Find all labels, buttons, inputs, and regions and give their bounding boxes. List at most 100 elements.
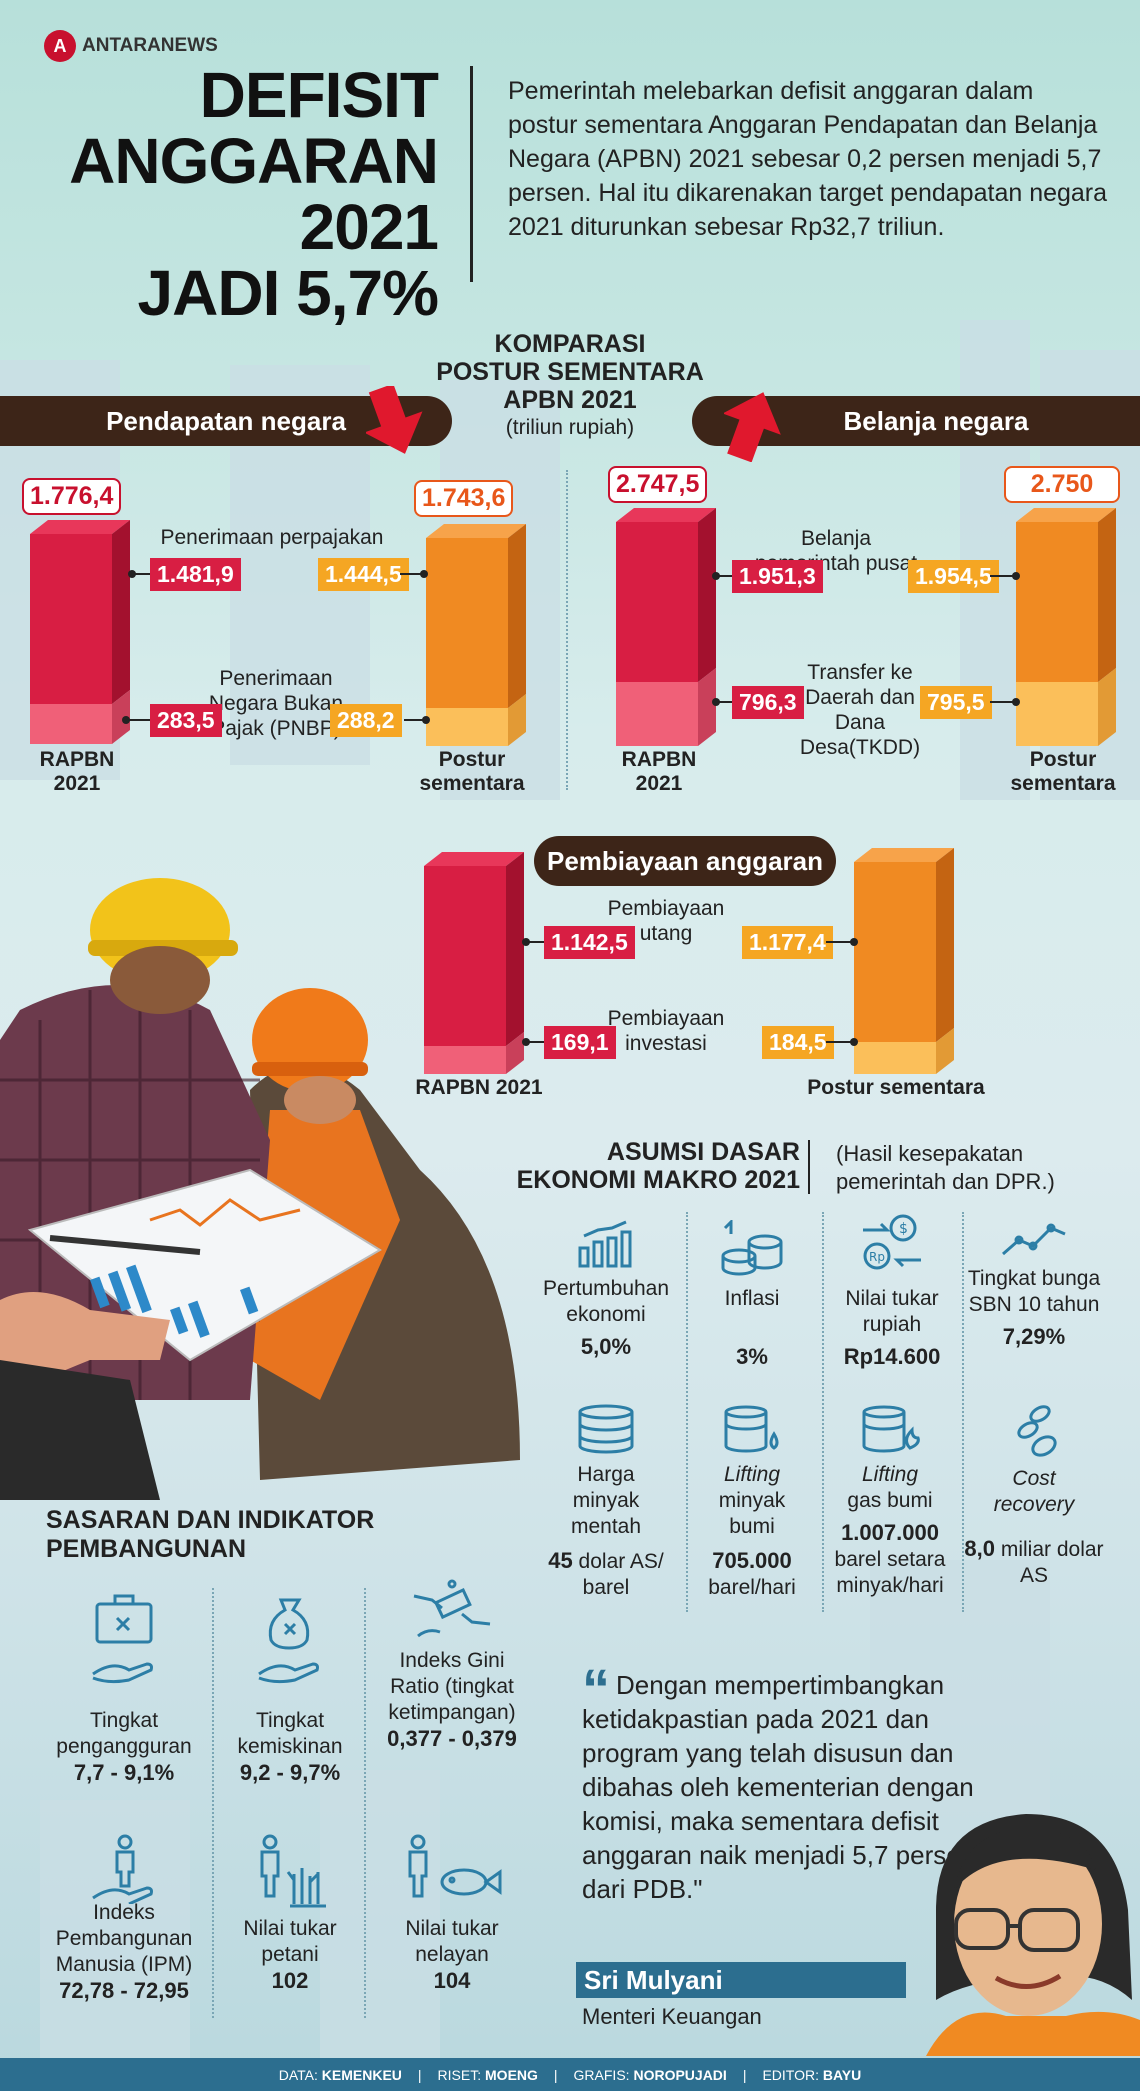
sasaran-item-value: 104 (433, 1968, 471, 1993)
hands-money-icon (413, 1579, 491, 1638)
footer-grafis-value: NOROPUJADI (633, 2066, 727, 2083)
tkdd-label: Transfer ke Daerah dan Dana Desa(TKDD) (799, 661, 921, 759)
connector-dot (850, 938, 858, 946)
connector-dot (122, 716, 130, 724)
macro-item-value: 8,0 (964, 1536, 996, 1561)
footer-editor: EDITOR: BAYU (762, 2067, 861, 2083)
section-divider (566, 470, 568, 790)
comparison-title-line-1: KOMPARASI (494, 330, 646, 358)
coin-stack-icon (1017, 1405, 1057, 1457)
sasaran-item-gini: Indeks Gini Ratio (tingkat ketimpangan) … (372, 1578, 532, 1753)
skyline-building (40, 1800, 190, 2060)
comparison-title-line-2: POSTUR SEMENTARA (436, 358, 704, 386)
macro-item-pertumbuhan: Pertumbuhan ekonomi 5,0% (536, 1220, 676, 1361)
pendapatan-rapbn-total: 1.776,4 (22, 478, 122, 515)
macro-title-line-2: EKONOMI MAKRO 2021 (516, 1166, 800, 1194)
macro-item-label: minyak bumi (718, 1489, 786, 1538)
connector-dot (712, 698, 720, 706)
title-line-1: DEFISIT (199, 59, 439, 131)
speaker-role: Menteri Keuangan (582, 2004, 762, 2029)
sasaran-title: SASARAN DAN INDIKATOR PEMBANGUNAN (46, 1506, 374, 1564)
footer-separator: | (553, 2066, 558, 2083)
sasaran-item-label: Indeks Gini Ratio (tingkat ketimpangan) (388, 1649, 516, 1724)
sasaran-item-petani: Nilai tukar petani 102 (210, 1834, 370, 1995)
macro-item-label: Tingkat bunga SBN 10 tahun (967, 1267, 1101, 1316)
belanja-header-label: Belanja negara (843, 405, 1029, 436)
sasaran-item-ipm: Indeks Pembangunan Manusia (IPM) 72,78 -… (44, 1834, 204, 2005)
belanja-rapbn-bar (616, 508, 716, 746)
sasaran-item-kemiskinan: Tingkat kemiskinan 9,2 - 9,7% (210, 1594, 370, 1787)
connector-dot (712, 572, 720, 580)
comparison-unit: (triliun rupiah) (505, 416, 635, 439)
belanja-pusat-postur-value: 1.954,5 (908, 560, 999, 593)
pnbp-postur-value: 288,2 (330, 704, 402, 737)
macro-item-label-italic: Cost recovery (993, 1467, 1075, 1516)
currency-exchange-icon: $ Rp (863, 1214, 921, 1270)
page-title: DEFISIT ANGGARAN 2021 JADI 5,7% (0, 59, 439, 329)
connector-line (400, 573, 422, 575)
macro-item-unit: barel setara minyak/hari (834, 1548, 946, 1597)
pajak-rapbn-value: 1.481,9 (150, 558, 241, 591)
macro-item-label: Inflasi (724, 1287, 780, 1310)
svg-text:$: $ (899, 1221, 908, 1237)
macro-item-lifting-gas: Lifting gas bumi 1.007.000 barel setara … (820, 1404, 960, 1599)
connector-dot (128, 570, 136, 578)
sasaran-item-nelayan: Nilai tukar nelayan 104 (372, 1834, 532, 1995)
connector-line (404, 719, 424, 721)
sasaran-item-label: Tingkat pengangguran (56, 1709, 192, 1758)
macro-item-value: 45 (548, 1548, 573, 1573)
footer-riset-value: MOENG (485, 2066, 538, 2083)
pendapatan-rapbn-caption: RAPBN 2021 (39, 748, 115, 795)
connector-line (826, 1041, 852, 1043)
connector-line (134, 573, 150, 575)
macro-separator (686, 1212, 689, 1612)
belanja-rapbn-total: 2.747,5 (608, 466, 708, 503)
title-line-3: JADI 5,7% (137, 257, 439, 329)
sasaran-separator (364, 1588, 367, 2018)
pendapatan-postur-bar (426, 524, 526, 746)
sasaran-item-value: 72,78 - 72,95 (59, 1978, 189, 2003)
skyline-building (320, 1770, 440, 2060)
pembiayaan-header: Pembiayaan anggaran (534, 836, 836, 886)
pembiayaan-rapbn-caption: RAPBN 2021 (415, 1076, 543, 1099)
macro-item-unit: miliar dolar AS (1000, 1538, 1104, 1587)
pendapatan-header-label: Pendapatan negara (106, 405, 346, 436)
sasaran-item-label: Tingkat kemiskinan (237, 1709, 343, 1758)
connector-dot (420, 570, 428, 578)
pembiayaan-postur-bar (854, 848, 954, 1074)
title-divider (470, 66, 473, 282)
belanja-postur-caption: Postur sementara (1010, 748, 1116, 795)
pembiayaan-header-label: Pembiayaan anggaran (547, 845, 823, 876)
footer-separator: | (742, 2066, 747, 2083)
briefcase-hand-icon (92, 1594, 153, 1684)
macro-item-harga-minyak: Harga minyak mentah 45 dolar AS/ barel (536, 1404, 676, 1601)
footer-data: DATA: KEMENKEU (279, 2067, 402, 2083)
macro-item-value: 3% (736, 1344, 768, 1369)
footer-editor-label: EDITOR: (762, 2066, 819, 2083)
macro-item-inflasi: Inflasi 3% (682, 1220, 822, 1371)
belanja-rapbn-caption: RAPBN 2021 (621, 748, 697, 795)
macro-item-value: Rp14.600 (843, 1344, 941, 1369)
quote-text: Dengan mempertimbangkan ketidakpastian p… (582, 1670, 976, 1904)
macro-item-value: 7,29% (1002, 1324, 1066, 1349)
macro-note-line-2: pemerintah dan DPR.) (836, 1169, 1055, 1194)
connector-dot (522, 938, 530, 946)
antara-logo[interactable]: A ANTARANEWS (44, 30, 218, 62)
macro-item-unit: barel/hari (708, 1576, 796, 1599)
fisherman-fish-icon (408, 1834, 502, 1898)
antara-logo-icon: A (44, 30, 76, 62)
pendapatan-postur-caption: Postur sementara (419, 748, 525, 795)
macro-item-lifting-minyak: Lifting minyak bumi 705.000 barel/hari (682, 1404, 822, 1601)
sasaran-item-value: 102 (271, 1968, 309, 1993)
macro-item-label: Harga minyak mentah (570, 1463, 642, 1538)
footer-grafis: GRAFIS: NOROPUJADI (574, 2067, 727, 2083)
gas-flame-icon (862, 1405, 920, 1453)
macro-note: (Hasil kesepakatan pemerintah dan DPR.) (836, 1140, 1055, 1196)
connector-dot (1012, 572, 1020, 580)
line-trend-icon (1002, 1223, 1066, 1256)
pendapatan-rapbn-bar (30, 520, 130, 744)
pajak-label: Penerimaan perpajakan (160, 526, 384, 549)
pajak-postur-value: 1.444,5 (318, 558, 409, 591)
arrow-up-icon (724, 392, 781, 462)
connector-line (718, 701, 732, 703)
